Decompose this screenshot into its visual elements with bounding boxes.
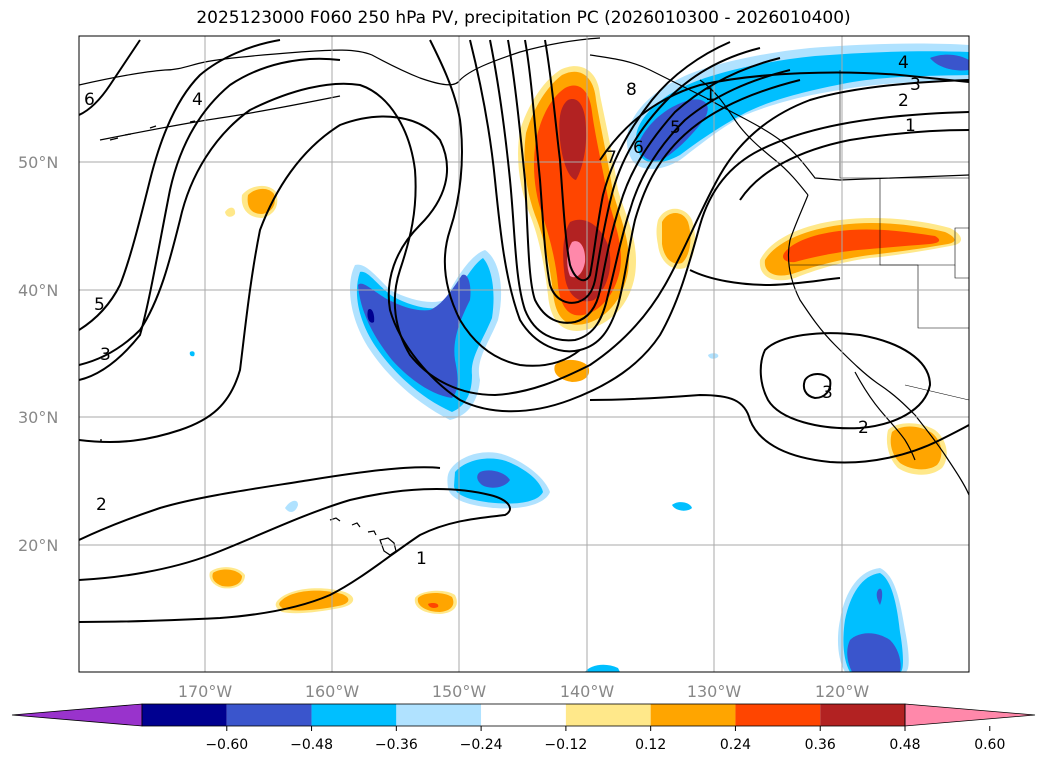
colorbar-tick-label: 0.24 (720, 737, 751, 753)
lon-label: 160°W (305, 682, 360, 701)
pv-label: 6 (84, 90, 95, 110)
pv-contour-subtropical (79, 487, 511, 623)
colorbar-tick-label: 0.48 (889, 737, 920, 753)
political-borders (790, 70, 969, 401)
pv-contour-high (759, 332, 932, 430)
pv-contour-4 (79, 57, 341, 381)
pv-label: 4 (192, 90, 203, 110)
pv-contour-3 (79, 79, 969, 397)
aleutians (99, 95, 341, 141)
lon-label: 120°W (815, 682, 870, 701)
pv-label: 1 (905, 116, 916, 136)
pv-contour-southeast (589, 393, 969, 464)
coastlines (79, 37, 969, 556)
lon-label: 170°W (178, 682, 233, 701)
lat-label: 20°N (18, 536, 58, 555)
pv-contour-1-east (689, 269, 841, 287)
pv-contour-south (79, 466, 441, 541)
colorbar-tick-label: 0.36 (805, 737, 836, 753)
pv-label: 7 (606, 148, 617, 168)
pv-label: 3 (100, 345, 111, 365)
colorbar-segment (311, 704, 397, 726)
alaska-coast (79, 37, 601, 86)
pv-label: 6 (633, 138, 644, 158)
colorbar-tick-label: 0.12 (635, 737, 666, 753)
map-frame (78, 35, 970, 673)
pv-label: 1 (705, 85, 716, 105)
pv-label: 2 (858, 418, 869, 438)
pv-label: 2 (898, 91, 909, 111)
lat-label: 50°N (18, 153, 58, 172)
colorbar-tick-label: 0.60 (974, 737, 1005, 753)
map-title: 2025123000 F060 250 hPa PV, precipitatio… (196, 8, 851, 28)
hawaii-islands (329, 517, 397, 556)
colorbar-tick-label: −0.36 (375, 737, 418, 753)
pv-contour-north-2 (739, 129, 969, 201)
pv-label: 8 (626, 80, 637, 100)
pv-contour-north-west (429, 39, 581, 367)
pv-contour-5 (79, 39, 281, 331)
pv-contour-trough-1 (469, 39, 801, 353)
map-layers: 6 4 5 3 2 8 7 6 5 4 3 2 1 1 2 3 1 (79, 36, 969, 672)
lon-label: 140°W (560, 682, 615, 701)
bc-coast (699, 79, 809, 196)
colorbar-extend-high (904, 703, 1036, 727)
pv-contour-6 (79, 39, 141, 116)
colorbar-tick-label: −0.60 (205, 737, 248, 753)
colorbar-segment (396, 704, 482, 726)
lat-label: 30°N (18, 408, 58, 427)
pv-contour-trough-5 (544, 39, 731, 282)
latitude-axis: 50°N 40°N 30°N 20°N (18, 153, 58, 555)
lon-label: 130°W (687, 682, 742, 701)
pv-label: 3 (822, 383, 833, 403)
lat-label: 40°N (18, 281, 58, 300)
pv-label: 4 (898, 53, 909, 73)
pv-contour-small-ring (802, 373, 832, 400)
colorbar: −0.60 −0.48 −0.36 −0.24 −0.12 0.12 0.24 0.36 0.4… (11, 703, 1036, 753)
colorbar-tick-label: −0.12 (544, 737, 587, 753)
pv-contour-trough-3 (507, 39, 781, 324)
colorbar-segment (565, 704, 651, 726)
pv-label: 2 (96, 495, 107, 515)
colorbar-tick-label: −0.24 (460, 737, 503, 753)
colorbar-segment (735, 704, 821, 726)
colorbar-tick-label: −0.48 (290, 737, 333, 753)
pv-contour-trough-2 (489, 39, 791, 342)
pv-contour-2 (79, 111, 969, 443)
pv-contours (79, 39, 969, 623)
pv-label: 5 (670, 118, 681, 138)
pv-label: 1 (416, 549, 427, 569)
pv-label: 5 (94, 295, 105, 315)
lon-label: 150°W (432, 682, 487, 701)
pv-contour-trough-4 (524, 39, 761, 304)
colorbar-outline (141, 703, 906, 727)
colorbar-segment (650, 704, 736, 726)
precip-positive-fields (209, 66, 962, 614)
longitude-axis: 170°W 160°W 150°W 140°W 130°W 120°W (178, 682, 870, 701)
colorbar-segment (820, 704, 905, 726)
pv-contour-labels: 6 4 5 3 2 8 7 6 5 4 3 2 1 1 2 3 1 (84, 53, 921, 569)
colorbar-extend-low (11, 703, 143, 727)
colorbar-segment (481, 704, 566, 726)
us-west-coast (787, 194, 969, 496)
colorbar-segment (226, 704, 312, 726)
pv-label: 3 (910, 75, 921, 95)
colorbar-segment (142, 704, 227, 726)
